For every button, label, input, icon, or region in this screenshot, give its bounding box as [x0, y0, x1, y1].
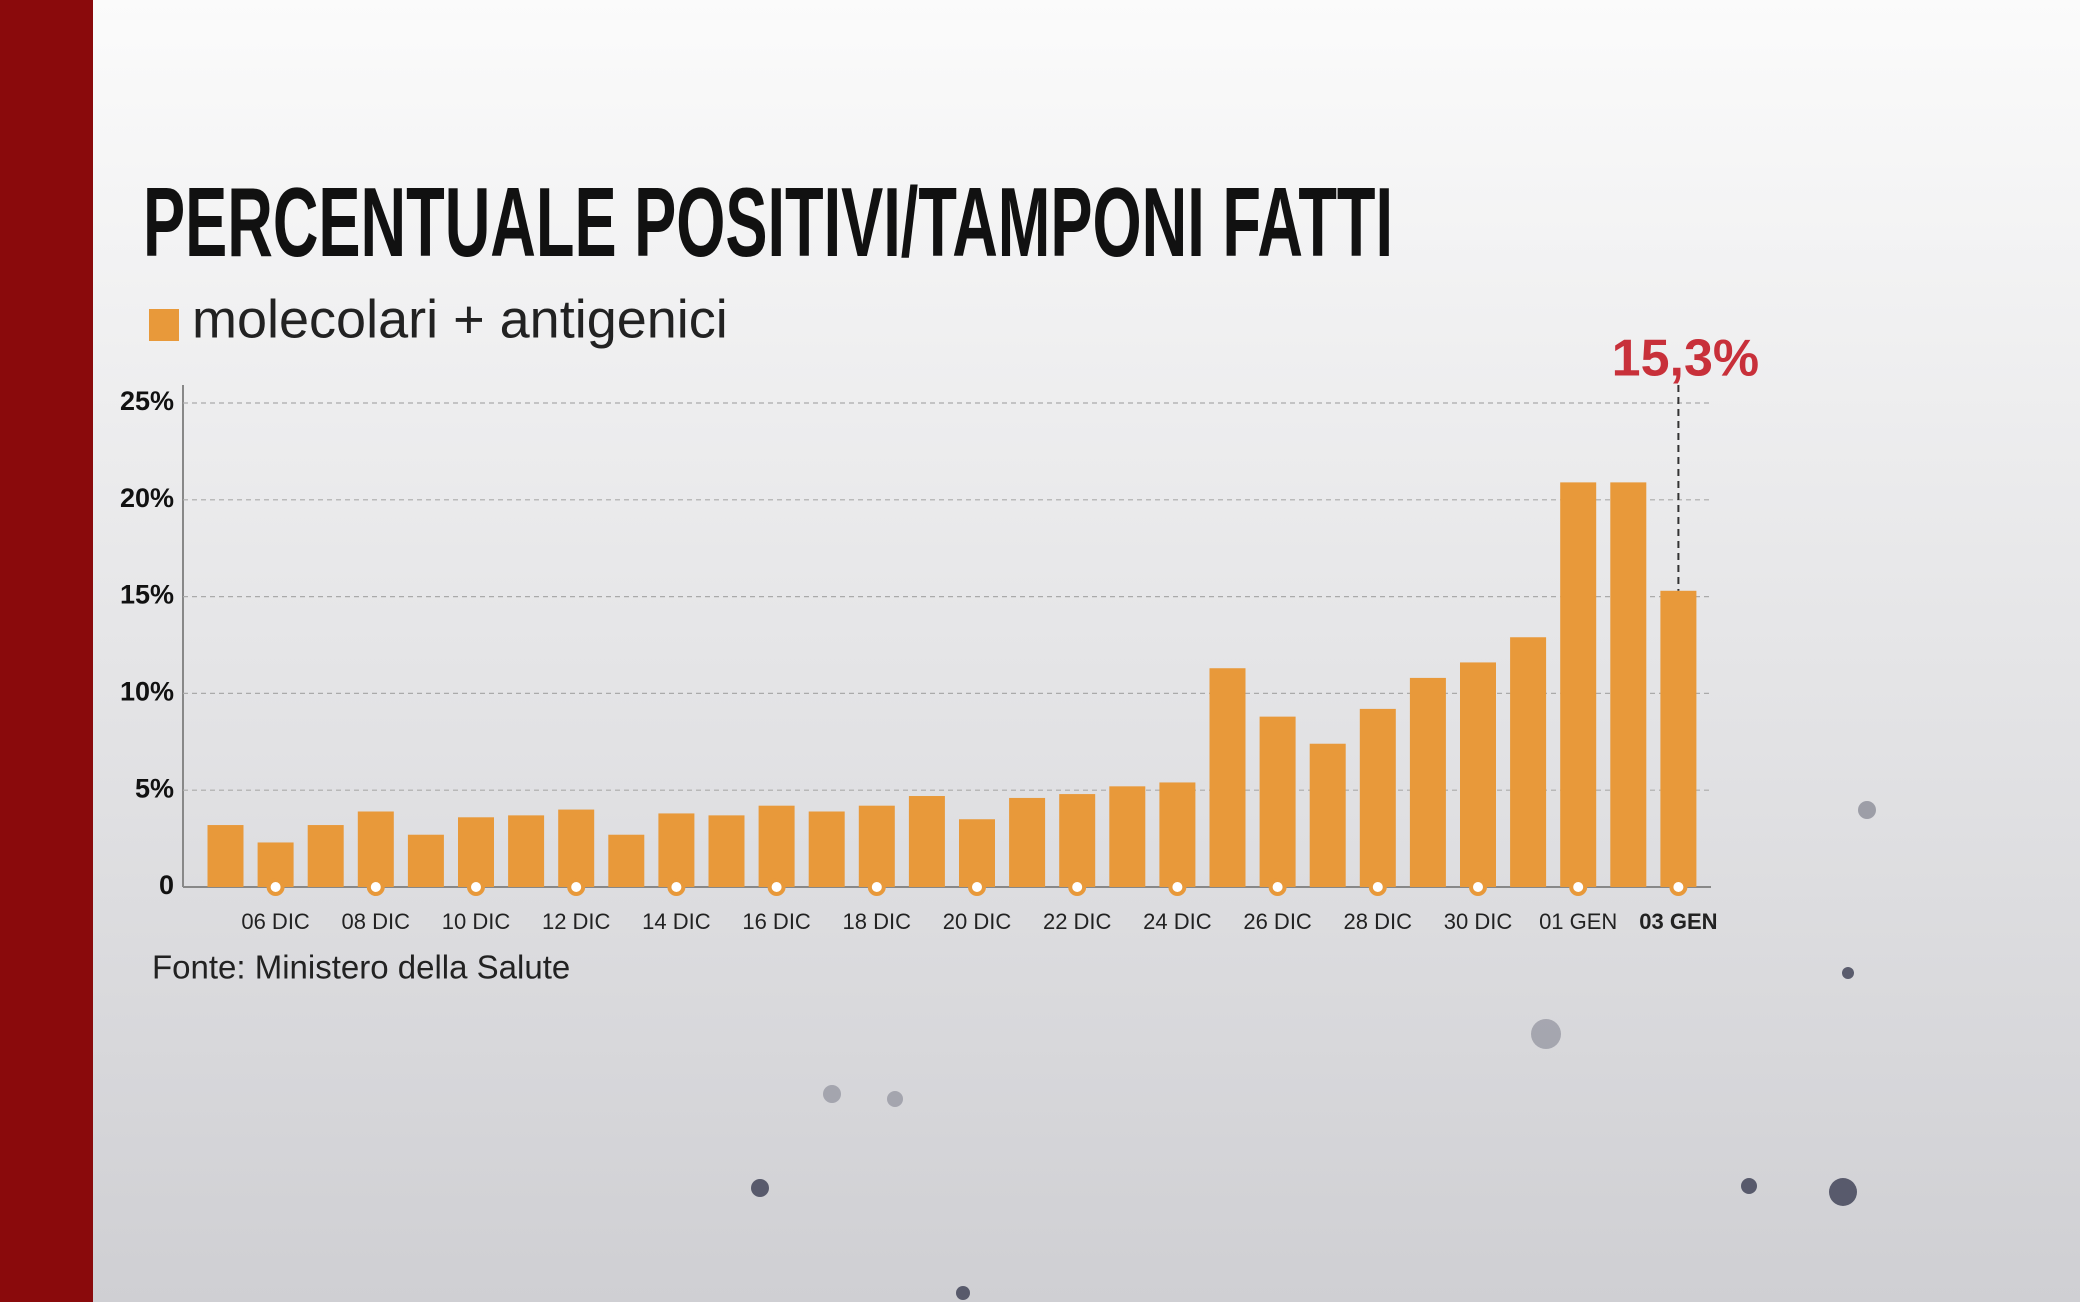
tick-dot — [366, 878, 385, 896]
bar — [207, 825, 244, 887]
side-strip — [0, 0, 93, 1302]
bar — [1610, 482, 1647, 887]
tick-dot — [1068, 878, 1087, 896]
x-tick-label: 12 DIC — [542, 909, 611, 934]
tick-dot — [1368, 878, 1387, 896]
legend-label: molecolari + antigenici — [192, 289, 728, 349]
tick-dot — [567, 878, 586, 896]
tick-dot — [467, 878, 485, 896]
source: Fonte: Ministero della Salute — [152, 949, 570, 986]
bar — [608, 834, 645, 887]
x-tick-label: 22 DIC — [1043, 909, 1112, 934]
x-tick-label: 28 DIC — [1344, 909, 1413, 934]
legend-swatch — [149, 309, 179, 341]
bar — [1059, 794, 1096, 887]
x-tick-label: 30 DIC — [1444, 909, 1513, 934]
bar — [1109, 786, 1146, 887]
bar — [357, 811, 394, 887]
bar — [307, 825, 344, 887]
bar — [1660, 590, 1697, 887]
x-tick-label: 18 DIC — [843, 909, 912, 934]
bar — [959, 819, 995, 887]
tick-dot — [266, 878, 285, 896]
x-tick-label: 20 DIC — [943, 909, 1012, 934]
tick-dot — [767, 878, 786, 896]
tick-dot — [867, 878, 886, 896]
x-tick-label: 26 DIC — [1243, 909, 1312, 934]
bar — [458, 817, 494, 887]
bar — [1209, 668, 1246, 887]
x-tick-label: 14 DIC — [642, 909, 711, 934]
bar — [708, 815, 745, 887]
x-tick-label: 10 DIC — [442, 909, 511, 934]
tick-dot — [968, 878, 986, 896]
chart-title: PERCENTUALE POSITIVI/TAMPONI FATTI — [143, 167, 1393, 277]
bar — [1560, 482, 1597, 887]
x-tick-label: 08 DIC — [342, 909, 411, 934]
bar — [407, 834, 444, 887]
bar — [1409, 677, 1446, 887]
bar — [658, 813, 695, 887]
bar — [1309, 743, 1346, 887]
tick-dot — [1469, 878, 1487, 896]
bar — [508, 815, 545, 887]
x-tick-label: 06 DIC — [241, 909, 310, 934]
x-tick-label: 24 DIC — [1143, 909, 1212, 934]
value-label: 15,3% — [1612, 330, 1759, 388]
decoration — [751, 801, 1876, 1300]
tick-dot — [1569, 878, 1588, 896]
bar — [758, 805, 795, 887]
bar — [1159, 782, 1196, 887]
y-tick-label: 0 — [159, 870, 174, 900]
x-tick-label: 01 GEN — [1539, 909, 1617, 934]
bar — [558, 809, 595, 887]
y-tick-label: 15% — [120, 580, 174, 610]
bar — [1259, 716, 1296, 887]
tick-dot — [1669, 878, 1688, 896]
bar — [1510, 637, 1547, 887]
bar — [808, 811, 845, 887]
y-tick-label: 5% — [135, 773, 174, 803]
x-tick-label: 03 GEN — [1639, 909, 1717, 934]
bar — [1460, 662, 1496, 887]
y-tick-label: 20% — [120, 483, 174, 513]
bar — [1009, 797, 1046, 887]
x-tick-label: 16 DIC — [742, 909, 811, 934]
bar — [858, 805, 895, 887]
bar — [908, 796, 945, 887]
bar — [1359, 708, 1396, 887]
tick-dot — [1268, 878, 1287, 896]
y-tick-label: 10% — [120, 677, 174, 707]
tick-dot — [1168, 878, 1187, 896]
y-tick-label: 25% — [120, 386, 174, 416]
tick-dot — [667, 878, 686, 896]
